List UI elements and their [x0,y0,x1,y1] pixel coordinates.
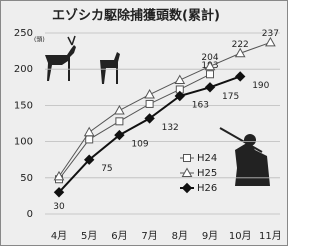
data-label: 222 [232,40,249,50]
legend-label: H26 [197,183,217,194]
x-tick-label: 4月 [51,230,67,242]
data-label: 175 [222,92,239,102]
legend-marker [184,155,191,162]
x-tick-label: 10月 [229,230,252,242]
data-label: 190 [252,81,269,91]
data-label: 204 [201,53,218,63]
data-label: 132 [162,123,179,133]
point [86,136,93,143]
x-tick-label: 11月 [259,230,282,242]
y-tick-label: 200 [14,64,33,75]
data-label: 30 [53,202,65,212]
chart-title: エゾシカ駆除捕獲頭数(累計) [52,8,220,24]
point [207,71,214,78]
x-tick-label: 9月 [202,230,218,242]
x-tick-label: 8月 [172,230,188,242]
legend-label: H24 [197,153,217,164]
x-tick-label: 6月 [111,230,127,242]
data-label: 163 [192,100,209,110]
point [116,118,123,125]
y-tick-label: 50 [20,173,33,184]
data-label: 109 [131,140,148,150]
data-label: 75 [101,164,112,174]
data-label: 237 [262,29,279,39]
point [146,100,153,107]
legend-label: H25 [197,168,217,179]
y-tick-label: 0 [27,209,33,220]
x-tick-label: 7月 [141,230,157,242]
x-tick-label: 5月 [81,230,97,242]
y-axis-label: (頭) [34,37,45,44]
chart: エゾシカ駆除捕獲頭数(累計) (頭) 0 50 100 150 200 250 4月 5月 6月… [0,0,288,246]
y-tick-label: 250 [14,28,33,39]
y-tick-label: 100 [14,137,33,148]
y-tick-label: 150 [14,100,33,111]
